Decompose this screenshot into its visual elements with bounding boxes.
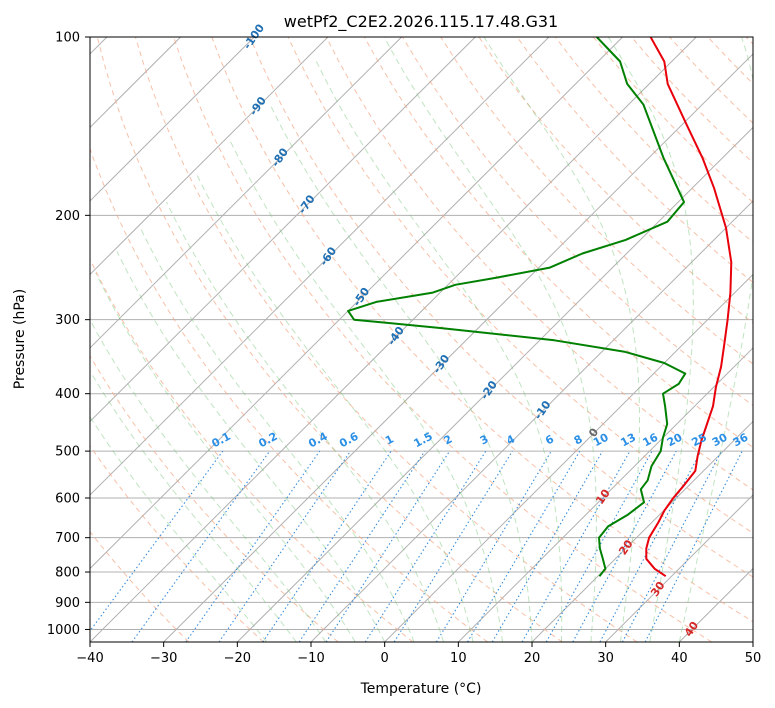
dry-adiabat-line: [440, 37, 753, 365]
mixing-ratio-line: [185, 450, 321, 642]
moist-adiabat-line: [90, 370, 297, 642]
moist-adiabat-line: [116, 251, 386, 642]
temperature-profile-line: [645, 37, 733, 578]
dry-adiabat-line: [90, 258, 414, 642]
x-tick-label: −10: [297, 651, 324, 666]
isotherm-line: [90, 37, 255, 202]
isotherm-line: [384, 273, 753, 642]
moist-adiabat-line: [195, 173, 474, 642]
isotherm-line: [90, 37, 550, 496]
moist-adiabat-line: [607, 37, 694, 642]
mixing-ratio-label: 20: [665, 430, 685, 449]
y-tick-label: 900: [55, 596, 80, 611]
moist-adiabat-line: [383, 37, 597, 642]
isotherm-line: [90, 37, 623, 570]
mixing-ratio-label: 30: [710, 431, 730, 450]
x-tick-label: −20: [224, 651, 251, 666]
x-tick-label: −30: [150, 651, 177, 666]
mixing-ratio-line: [325, 450, 451, 642]
x-tick-label: 10: [450, 651, 467, 666]
x-tick-label: 50: [745, 651, 762, 666]
moist-adiabat-line: [269, 104, 533, 642]
mixing-ratio-line: [435, 450, 552, 642]
x-tick-label: 30: [597, 651, 614, 666]
mixing-ratio-line: [491, 450, 603, 642]
moist-adiabat-line: [678, 37, 753, 642]
x-tick-label: −40: [76, 651, 103, 666]
x-tick-label: 0: [381, 651, 389, 666]
moist-adiabat-line: [90, 318, 327, 642]
mixing-ratio-label: 25: [689, 431, 709, 450]
y-tick-label: 600: [55, 492, 80, 507]
moist-adiabat-line: [229, 141, 503, 642]
isotherm-line: [90, 37, 402, 349]
moist-adiabat-line: [315, 61, 563, 642]
isotherm-line: [531, 420, 753, 642]
mixing-ratio-label: 13: [618, 431, 638, 450]
y-tick-label: 500: [55, 445, 80, 460]
mixing-ratio-label: 10: [591, 430, 611, 449]
mixing-ratio-label: 36: [731, 431, 751, 450]
dry-adiabat-line: [90, 445, 264, 642]
dry-adiabat-line: [516, 37, 753, 284]
dewpoint-profile-line: [347, 37, 687, 577]
moist-adiabat-line: [483, 37, 640, 642]
x-tick-label: 40: [671, 651, 688, 666]
moist-adiabat-line: [90, 415, 268, 642]
moist-adiabat-line: [166, 201, 445, 642]
y-tick-label: 700: [55, 531, 80, 546]
y-tick-label: 100: [55, 31, 80, 46]
y-tick-label: 300: [55, 313, 80, 328]
x-axis-label: Temperature (°C): [360, 681, 482, 697]
x-tick-label: 20: [524, 651, 541, 666]
dry-adiabat-line: [90, 147, 488, 642]
mixing-ratio-line: [467, 450, 581, 642]
mixing-ratio-line: [131, 450, 271, 642]
moist-adiabat-line: [95, 272, 356, 642]
dry-adiabat-line: [90, 530, 190, 642]
y-tick-label: 1000: [47, 623, 80, 638]
mixing-ratio-line: [521, 450, 631, 642]
mixing-ratio-line: [393, 450, 513, 642]
dry-adiabat-line: [287, 37, 753, 534]
moist-adiabat-line: [139, 227, 415, 642]
plot-frame: [89, 36, 754, 643]
isotherm-line: [163, 53, 753, 642]
isotherm-line: [90, 37, 476, 423]
mixing-ratio-label: 16: [641, 431, 661, 450]
dry-adiabat-line: [402, 37, 753, 406]
y-tick-label: 800: [55, 566, 80, 581]
chart-title: wetPf2_C2E2.2026.115.17.48.G31: [284, 12, 558, 32]
dry-adiabat-line: [211, 37, 753, 623]
isotherm-line: [90, 37, 329, 276]
dry-adiabat-line: [134, 37, 638, 642]
isotherm-line: [457, 347, 753, 642]
y-tick-label: 400: [55, 387, 80, 402]
dry-adiabat-line: [96, 37, 563, 642]
mixing-ratio-line: [218, 450, 351, 642]
y-tick-label: 200: [55, 209, 80, 224]
mixing-ratio-line: [572, 450, 677, 642]
isotherm-line: [90, 37, 697, 642]
dry-adiabat-line: [249, 37, 753, 578]
mixing-ratio-line: [364, 450, 487, 642]
y-axis-label: Pressure (hPa): [12, 289, 28, 389]
isotherm-line: [605, 494, 753, 642]
dry-adiabat-line: [173, 37, 712, 642]
dry-adiabat-line: [90, 355, 339, 642]
